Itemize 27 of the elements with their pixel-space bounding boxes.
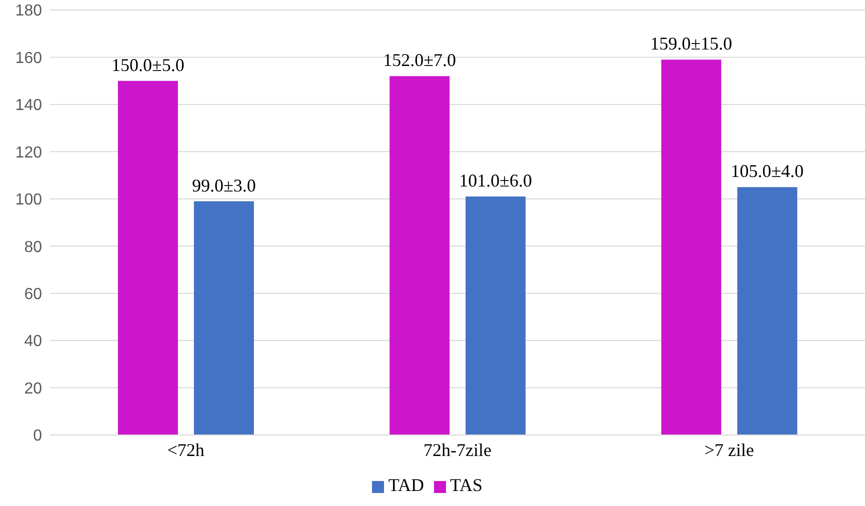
y-tick-label: 0 xyxy=(33,428,42,445)
legend-label: TAS xyxy=(450,475,483,495)
data-label: 152.0±7.0 xyxy=(383,50,456,70)
y-tick-label: 180 xyxy=(15,2,42,20)
data-label: 101.0±6.0 xyxy=(459,170,532,191)
y-tick-label: 100 xyxy=(15,192,42,209)
bar xyxy=(390,76,450,435)
y-tick-label: 80 xyxy=(24,238,42,256)
y-tick-label: 60 xyxy=(24,286,42,304)
y-tick-label: 140 xyxy=(15,97,42,114)
data-label: 150.0±5.0 xyxy=(111,54,184,75)
x-tick-label: >7 zile xyxy=(704,440,754,460)
legend-label: TAD xyxy=(388,475,424,495)
data-label: 105.0±4.0 xyxy=(730,161,804,182)
x-tick-label: <72h xyxy=(167,440,204,460)
bar xyxy=(737,187,798,435)
y-tick-label: 120 xyxy=(15,144,42,162)
y-tick-label: 160 xyxy=(15,50,42,67)
data-label: 99.0±3.0 xyxy=(192,175,256,196)
x-tick-label: 72h-7zile xyxy=(424,440,492,460)
bar xyxy=(194,201,254,435)
data-label: 159.0±15.0 xyxy=(650,34,732,54)
bar xyxy=(661,60,722,435)
bar xyxy=(118,80,178,435)
y-tick-label: 20 xyxy=(24,380,42,398)
bar xyxy=(466,196,526,435)
y-tick-label: 40 xyxy=(24,333,42,350)
